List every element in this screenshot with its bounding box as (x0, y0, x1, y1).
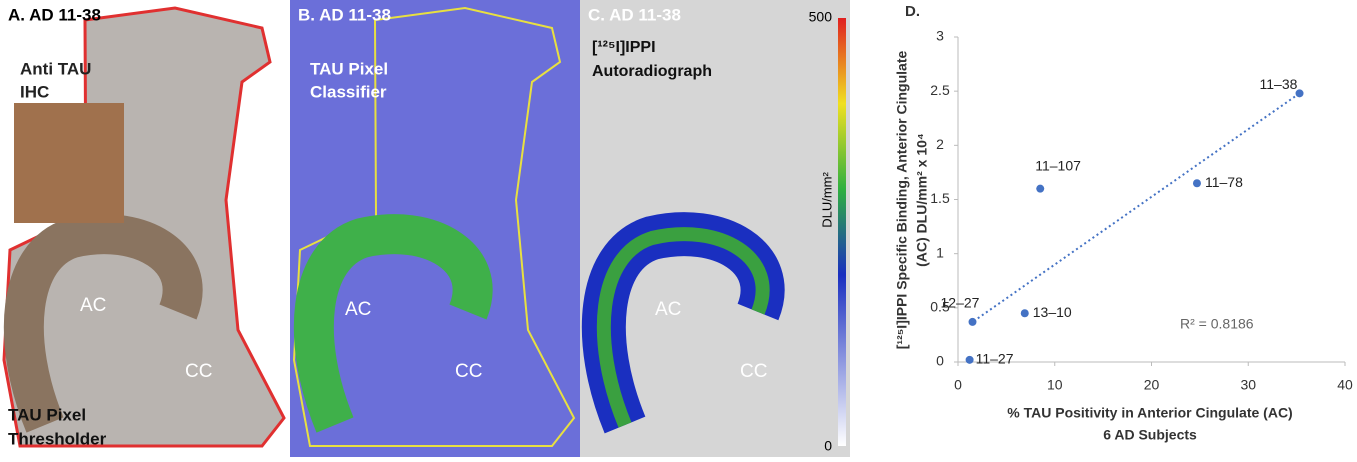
point (968, 317, 977, 326)
panel-title: B. AD 11-38 (298, 5, 391, 24)
y-axis-label: [¹²⁵I]IPPI Specific Binding, Anterior Ci… (894, 51, 910, 350)
annotation: R² = 0.8186 (1180, 316, 1254, 332)
point (1020, 309, 1029, 318)
y-tick-label: 0 (936, 353, 944, 369)
y-tick-label: 1.5 (930, 190, 950, 206)
panel-label: D. (905, 3, 920, 20)
x-tick-label: 40 (1337, 377, 1353, 393)
x-tick-label: 30 (1240, 377, 1256, 393)
label: IHC (20, 82, 49, 101)
label: [¹²⁵I]IPPI (592, 39, 656, 56)
colorbar-tick: 500 (809, 9, 833, 25)
panel-title: C. AD 11-38 (588, 5, 681, 24)
x-axis-label: 6 AD Subjects (1103, 427, 1197, 443)
point (965, 355, 974, 364)
label: Autoradiograph (592, 63, 712, 80)
point (1036, 184, 1045, 193)
label: AC (655, 299, 681, 320)
point-label: 12–27 (941, 295, 980, 311)
y-tick-label: 2 (936, 136, 944, 152)
label: Thresholder (8, 429, 107, 448)
point-label: 11–38 (1260, 76, 1298, 92)
x-tick-label: 0 (954, 377, 962, 393)
panel-title: A. AD 11-38 (8, 5, 101, 24)
point-label: 11–27 (976, 351, 1014, 367)
label: CC (740, 361, 767, 382)
colorbar-label: DLU/mm² (819, 172, 834, 228)
label: CC (185, 361, 212, 382)
label: Classifier (310, 82, 387, 101)
label: AC (345, 299, 371, 320)
trendline (969, 92, 1301, 325)
panel-a: A. AD 11-38 Anti TAU IHC AC CC TAU Pixel… (0, 0, 290, 457)
x-tick-label: 20 (1144, 377, 1160, 393)
x-tick-label: 10 (1047, 377, 1063, 393)
y-axis-label: (AC) DLU/mm² x 10⁴ (914, 133, 930, 267)
y-tick-label: 1 (936, 244, 944, 260)
label: TAU Pixel (310, 59, 388, 78)
point (1192, 179, 1201, 188)
ihc-inset (14, 103, 124, 223)
label: TAU Pixel (8, 405, 86, 424)
colorbar-tick: 0 (824, 438, 832, 454)
point-label: 13–10 (1033, 304, 1072, 320)
chart-d: D. 00.511.522.530 10 20 30 4011–3811–10711–7… (894, 3, 1353, 443)
panel-c: C. AD 11-38 [¹²⁵I]IPPI Autoradiograph AC… (580, 0, 850, 457)
point-label: 11–107 (1035, 157, 1081, 173)
point-label: 11–78 (1205, 174, 1243, 190)
y-tick-label: 0.5 (930, 299, 950, 315)
y-tick-label: 3 (936, 28, 944, 44)
label: CC (455, 361, 482, 382)
colorbar (838, 18, 846, 446)
x-axis-label: % TAU Positivity in Anterior Cingulate (… (1007, 405, 1292, 421)
label: Anti TAU (20, 59, 91, 78)
label: AC (80, 295, 106, 316)
panel-b: B. AD 11-38 TAU Pixel Classifier AC CC (290, 0, 580, 457)
y-tick-label: 2.5 (930, 82, 950, 98)
point (1295, 89, 1304, 98)
